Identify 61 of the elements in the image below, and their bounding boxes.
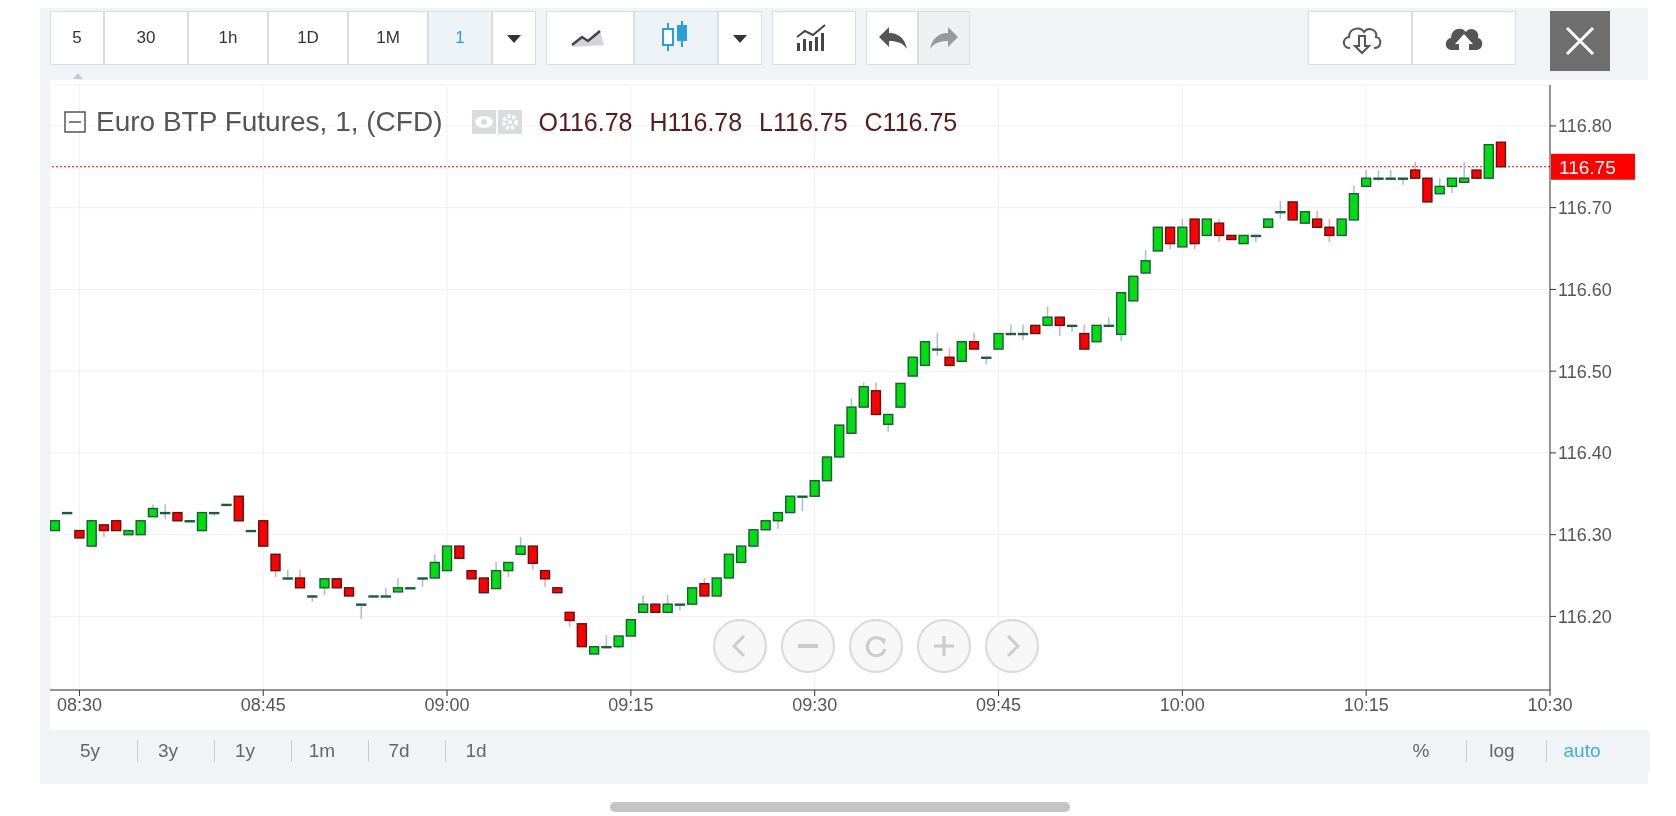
text: % xyxy=(1411,740,1431,762)
candlestick xyxy=(270,553,281,578)
candlestick xyxy=(723,553,735,579)
x-tick-label: 09:00 xyxy=(424,694,470,715)
candlestick xyxy=(674,603,686,612)
candlestick xyxy=(1042,305,1053,327)
text: 1d xyxy=(445,740,506,762)
y-tick-label: 116.40 xyxy=(1558,443,1612,464)
text: 1D xyxy=(268,11,348,65)
text: auto xyxy=(1546,740,1617,762)
candlestick xyxy=(1213,218,1225,243)
text: 1m xyxy=(291,740,352,762)
text: 5y xyxy=(78,740,102,762)
y-tick-label: 116.70 xyxy=(1558,198,1612,219)
candlestick xyxy=(907,356,918,377)
text: 3y xyxy=(137,740,198,762)
candlestick xyxy=(821,456,833,482)
candlestick xyxy=(380,587,392,598)
x-tick-label: 10:30 xyxy=(1527,694,1573,715)
candlestick xyxy=(1177,218,1188,248)
candlestick xyxy=(1152,226,1164,252)
candlestick xyxy=(895,382,906,408)
x-tick-label: 09:45 xyxy=(976,694,1022,715)
candlestick xyxy=(858,381,869,408)
y-tick-label: 116.50 xyxy=(1558,361,1612,382)
y-tick-label: 116.30 xyxy=(1558,525,1612,546)
text: 1y xyxy=(214,740,275,762)
y-tick-label: 116.60 xyxy=(1558,279,1612,300)
text: 5 xyxy=(50,11,104,65)
text: 1 xyxy=(428,11,492,65)
candlestick xyxy=(576,623,588,648)
text: 1M xyxy=(348,11,428,65)
candlestick xyxy=(490,560,502,590)
annotation: O116.78 H116.78 L116.75 C116.75 xyxy=(538,107,958,137)
text: 7d xyxy=(368,740,429,762)
candlestick xyxy=(1324,218,1335,243)
candlestick xyxy=(1422,177,1433,203)
x-tick-label: 08:30 xyxy=(56,694,102,715)
candlestick xyxy=(1458,161,1470,184)
candlestick xyxy=(919,341,931,367)
x-tick-label: 09:30 xyxy=(792,694,838,715)
x-tick-label: 09:15 xyxy=(608,694,654,715)
text: 1h xyxy=(188,11,268,65)
text: log xyxy=(1466,740,1537,762)
candlestick xyxy=(870,381,882,416)
y-tick-label: 116.80 xyxy=(1558,116,1612,137)
candlestick xyxy=(932,331,943,357)
x-tick-label: 10:15 xyxy=(1343,694,1389,715)
candlestick xyxy=(1140,249,1151,274)
candlestick xyxy=(1164,226,1176,251)
candlestick xyxy=(429,553,440,579)
candlestick xyxy=(1079,323,1090,350)
candlestick xyxy=(1054,316,1065,337)
ref-line-label: 116.75 xyxy=(1559,156,1616,178)
text: 30 xyxy=(104,11,188,65)
text: Euro BTP Futures, 1, (CFD) xyxy=(96,106,443,138)
y-tick-label: 116.20 xyxy=(1558,606,1612,627)
candlestick xyxy=(956,341,967,363)
x-tick-label: 08:45 xyxy=(240,694,286,715)
x-tick-label: 10:00 xyxy=(1159,694,1205,715)
candlestick xyxy=(527,545,539,571)
